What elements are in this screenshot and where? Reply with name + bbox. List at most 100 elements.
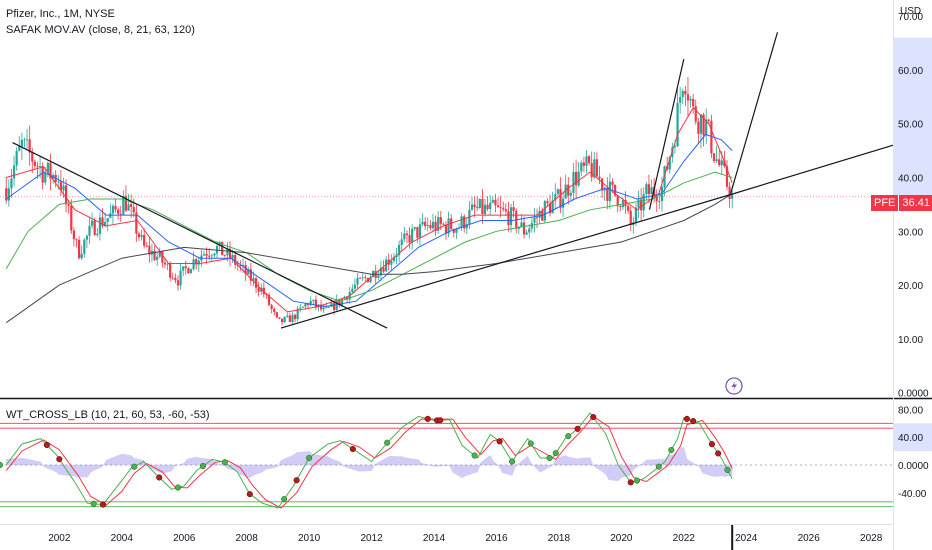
cross-up-dot xyxy=(633,477,641,484)
candle-down xyxy=(697,121,700,134)
candle-down xyxy=(293,314,297,320)
candle-down xyxy=(33,161,36,166)
candle-up xyxy=(528,228,531,233)
candle-up xyxy=(593,159,596,178)
price-tick-label: 50.00 xyxy=(898,120,923,131)
candle-down xyxy=(694,106,697,122)
cross-up-dot xyxy=(199,463,207,470)
candle-up xyxy=(699,114,703,134)
candle-up xyxy=(580,162,583,172)
candle-down xyxy=(93,220,96,236)
candle-up xyxy=(650,187,653,195)
moving-average-21 xyxy=(5,133,733,308)
cross-up-dot xyxy=(509,458,516,465)
oscillator-pane[interactable] xyxy=(0,412,893,509)
candle-down xyxy=(507,211,510,226)
candle-down xyxy=(416,227,419,238)
candle-up xyxy=(252,278,255,281)
candle-down xyxy=(228,248,232,259)
cross-down-dot xyxy=(99,501,107,508)
candle-up xyxy=(676,102,679,147)
moving-average-63 xyxy=(5,171,733,302)
candle-down xyxy=(567,184,570,196)
cross-up-dot xyxy=(174,484,182,491)
candle-down xyxy=(582,162,585,166)
price-tick-label: 10.00 xyxy=(898,335,923,346)
oscillator-legend[interactable]: WT_CROSS_LB (10, 21, 60, 53, -60, -53) xyxy=(6,409,210,421)
indicator-legend[interactable]: SAFAK MOV.AV (close, 8, 21, 63, 120) xyxy=(6,24,195,36)
candle-up xyxy=(304,303,307,307)
candle-down xyxy=(184,266,187,269)
cross-up-dot xyxy=(668,446,675,454)
price-pane[interactable] xyxy=(0,32,894,329)
trendline-4[interactable] xyxy=(730,32,779,194)
candle-up xyxy=(385,259,388,272)
candle-up xyxy=(104,221,107,227)
trendline-1[interactable] xyxy=(12,141,388,329)
candle-up xyxy=(353,284,357,289)
candle-up xyxy=(286,315,289,317)
price-axis[interactable] xyxy=(893,37,932,452)
candle-up xyxy=(127,204,130,211)
symbol-title: Pfizer, Inc., 1M, NYSE xyxy=(6,8,115,20)
time-tick-label: 2020 xyxy=(610,533,633,544)
cross-up-dot xyxy=(552,450,559,457)
candle-up xyxy=(296,308,299,320)
candle-down xyxy=(718,159,721,166)
candle-up xyxy=(189,269,193,274)
candle-down xyxy=(574,171,578,186)
candle-down xyxy=(174,277,177,281)
candle-up xyxy=(426,225,429,227)
candle-up xyxy=(182,266,185,271)
candle-down xyxy=(606,188,609,202)
candle-up xyxy=(351,288,354,292)
cross-down-dot xyxy=(246,491,253,498)
candle-up xyxy=(491,199,494,203)
lightning-icon-bolt xyxy=(731,380,737,392)
trendline-5[interactable] xyxy=(648,59,685,210)
candle-up xyxy=(140,235,143,238)
cross-up-dot xyxy=(90,500,97,507)
candle-down xyxy=(512,207,515,211)
time-tick-label: 2012 xyxy=(360,533,383,544)
candle-up xyxy=(299,307,302,309)
candle-up xyxy=(197,260,200,265)
candle-down xyxy=(49,162,52,179)
candle-down xyxy=(270,305,273,309)
candle-down xyxy=(327,306,330,308)
candle-up xyxy=(398,244,401,256)
candle-down xyxy=(624,199,627,207)
candle-up xyxy=(361,277,364,279)
candle-down xyxy=(31,152,34,162)
price-tick-label: 40.00 xyxy=(898,173,923,184)
candle-up xyxy=(538,210,541,218)
trendline-3[interactable] xyxy=(733,144,894,195)
candle-up xyxy=(322,307,325,310)
candle-up xyxy=(431,221,435,229)
candle-down xyxy=(548,203,552,214)
candle-down xyxy=(319,304,323,310)
axis-highlight-price xyxy=(893,37,932,197)
candle-up xyxy=(226,248,229,256)
candle-down xyxy=(725,166,729,187)
candle-down xyxy=(28,139,31,153)
symbol-legend[interactable]: Pfizer, Inc., 1M, NYSE xyxy=(6,8,115,20)
candle-up xyxy=(554,194,557,201)
candle-up xyxy=(44,172,47,183)
price-tick-label: 0.0000 xyxy=(898,389,929,400)
candle-down xyxy=(257,287,260,292)
candle-up xyxy=(489,202,492,209)
replay-button[interactable] xyxy=(725,377,743,395)
candle-down xyxy=(692,98,695,107)
candle-up xyxy=(25,139,29,141)
candle-down xyxy=(494,199,497,206)
trendline-2[interactable] xyxy=(280,193,734,329)
cross-down-dot xyxy=(293,477,300,484)
cross-down-dot xyxy=(349,445,356,453)
candle-up xyxy=(668,157,671,170)
candle-up xyxy=(551,200,554,214)
candle-up xyxy=(564,184,567,199)
candle-up xyxy=(585,156,588,166)
